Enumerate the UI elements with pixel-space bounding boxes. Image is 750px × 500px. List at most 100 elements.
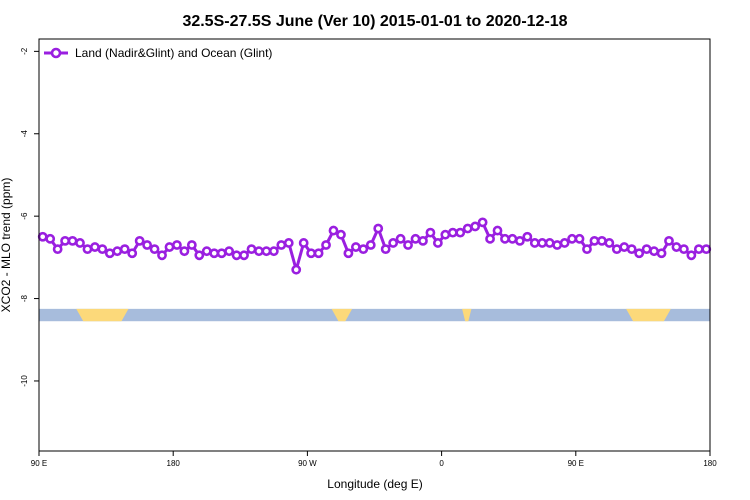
data-point (75, 238, 85, 248)
data-point (701, 244, 712, 255)
data-point (462, 223, 473, 234)
data-point (201, 246, 212, 257)
data-point (649, 246, 659, 257)
data-point (514, 235, 525, 246)
data-point (410, 233, 421, 244)
plot-frame (38, 38, 711, 452)
data-point (693, 244, 704, 255)
data-point (283, 238, 294, 248)
data-point (477, 217, 488, 228)
x-axis-label: Longitude (deg E) (327, 477, 422, 491)
data-point (291, 264, 302, 275)
data-point (455, 227, 466, 238)
data-point (552, 240, 563, 250)
data-point (634, 248, 645, 259)
data-point (388, 238, 399, 248)
data-point (313, 248, 324, 259)
data-point (82, 244, 93, 255)
x-tick-label-5: 180 (703, 459, 717, 468)
data-point (559, 238, 570, 248)
y-axis-label: XCO2 - MLO trend (ppm) (0, 178, 13, 313)
data-point (306, 248, 317, 259)
data-point (157, 250, 167, 261)
x-tick-label-1: 180 (167, 459, 181, 468)
data-point (216, 248, 227, 259)
data-point (328, 225, 339, 236)
data-point (500, 233, 510, 244)
data-point (194, 250, 205, 261)
legend-marker (50, 47, 62, 59)
data-point (186, 240, 197, 250)
data-point (276, 240, 287, 250)
data-point (97, 244, 108, 255)
y-tick-label-1: -4 (20, 130, 29, 138)
land-segment-0 (76, 308, 129, 322)
data-point (179, 246, 190, 257)
legend: Land (Nadir&Glint) and Ocean (Glint) (44, 46, 272, 60)
data-point (447, 227, 458, 238)
surface-band (39, 308, 710, 322)
data-point (239, 250, 249, 261)
x-axis: 90 E 180 90 W 0 90 E 180 (31, 451, 717, 468)
data-point (336, 229, 346, 240)
data-point (321, 240, 331, 250)
data-point (522, 231, 533, 242)
data-point (671, 242, 682, 252)
data-point (134, 235, 145, 246)
data-point (470, 221, 481, 232)
data-point (641, 244, 652, 255)
data-point (119, 244, 130, 255)
data-point (418, 235, 428, 246)
ocean-band (39, 308, 710, 322)
land-segment-2 (462, 308, 472, 322)
data-point (567, 233, 577, 244)
data-point (485, 233, 495, 244)
x-tick-label-3: 0 (439, 459, 444, 468)
data-point (492, 225, 503, 236)
land-segment-1 (331, 308, 353, 322)
data-point (298, 238, 309, 248)
data-point (142, 240, 153, 250)
data-point (60, 235, 70, 246)
y-axis: -2 -4 -6 -8 -10 (20, 47, 39, 387)
data-point (626, 244, 637, 255)
y-tick-label-2: -6 (20, 212, 29, 220)
data-point (619, 242, 630, 252)
data-point (90, 242, 100, 252)
data-point (112, 246, 123, 257)
legend-entry-label: Land (Nadir&Glint) and Ocean (Glint) (75, 46, 272, 60)
data-point (380, 244, 391, 255)
data-point (686, 250, 697, 261)
data-point (529, 238, 540, 248)
x-tick-label-0: 90 E (31, 459, 47, 468)
data-point (127, 248, 138, 259)
y-tick-label-3: -8 (20, 294, 29, 302)
y-tick-label-0: -2 (20, 47, 29, 55)
data-point (589, 235, 600, 246)
data-point (611, 244, 622, 255)
x-tick-label-2: 90 W (298, 459, 317, 468)
data-point (261, 246, 272, 257)
data-point (679, 244, 689, 255)
data-point (373, 223, 384, 234)
data-point (104, 248, 115, 259)
series-layer (37, 217, 712, 275)
data-point (224, 246, 235, 257)
data-point (172, 240, 182, 250)
data-point (664, 235, 674, 246)
chart-title: 32.5S-27.5S June (Ver 10) 2015-01-01 to … (182, 13, 567, 30)
data-point (67, 235, 78, 246)
data-point (52, 244, 63, 255)
data-point (432, 238, 443, 248)
y-tick-label-4: -10 (20, 375, 29, 387)
data-point (45, 233, 56, 244)
data-point (209, 248, 220, 259)
data-point (164, 242, 175, 252)
data-point (231, 250, 242, 261)
data-point (358, 244, 369, 255)
data-point (656, 248, 667, 259)
x-tick-label-4: 90 E (568, 459, 584, 468)
data-point (395, 233, 406, 244)
data-point (574, 233, 585, 244)
